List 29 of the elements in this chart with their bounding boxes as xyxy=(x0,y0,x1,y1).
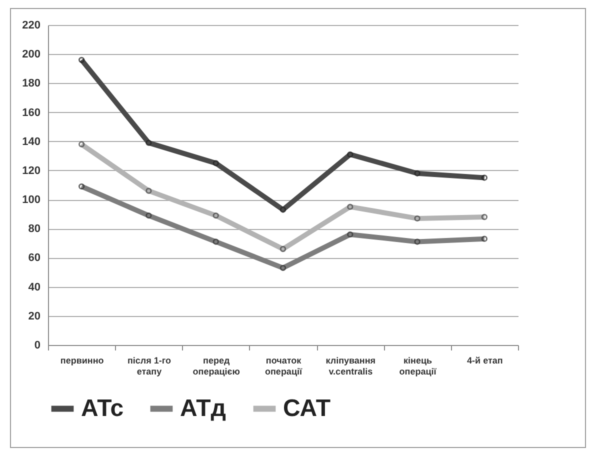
legend-label: АТс xyxy=(81,394,124,422)
y-tick-label: 180 xyxy=(22,78,40,90)
x-tick-label: початок операції xyxy=(264,356,302,376)
y-tick-label: 140 xyxy=(22,136,40,148)
y-tick-label: 80 xyxy=(28,223,40,236)
x-tick-label: перед операцією xyxy=(192,356,240,376)
y-tick-label: 20 xyxy=(28,310,40,322)
legend-label: САТ xyxy=(283,394,331,422)
y-tick-label: 40 xyxy=(28,281,40,294)
point xyxy=(414,170,420,176)
y-tick-label: 100 xyxy=(22,194,40,206)
y-tick-label: 160 xyxy=(22,106,40,119)
point xyxy=(146,140,152,146)
x-tick-label: кліпування v.centralis xyxy=(326,356,376,376)
y-tick-label: 60 xyxy=(28,252,40,264)
legend-label: АТд xyxy=(180,394,226,422)
y-tick-label: 0 xyxy=(34,340,40,352)
x-tick-label: кінець операції xyxy=(399,356,437,376)
point xyxy=(280,206,286,213)
y-tick-label: 120 xyxy=(22,164,40,177)
x-tick-label: 4-й етап xyxy=(467,356,503,366)
point xyxy=(347,151,354,158)
y-tick-label: 220 xyxy=(22,20,40,32)
x-tick-label: після 1-го етапу xyxy=(127,356,172,376)
x-tick-label: первинно xyxy=(60,356,104,366)
point xyxy=(481,174,488,181)
point xyxy=(212,160,219,166)
point xyxy=(78,56,85,63)
y-tick-label: 200 xyxy=(22,48,40,61)
